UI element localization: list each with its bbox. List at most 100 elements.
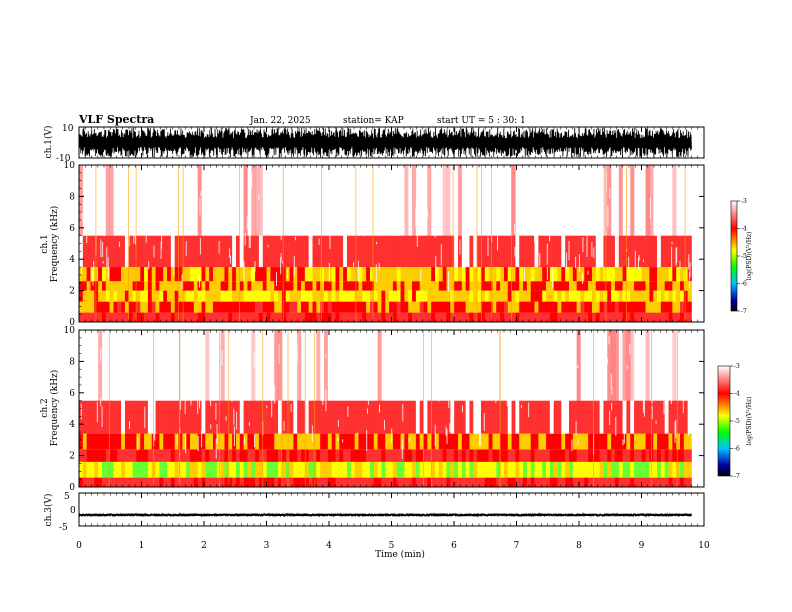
spectrogram-cell: [316, 312, 321, 322]
spectrogram-cell: [247, 477, 252, 487]
spectrogram-speckle: [415, 207, 417, 228]
spectrogram-cell: [251, 400, 256, 434]
spectrogram-cell: [266, 235, 271, 268]
spectrogram-cell: [649, 235, 654, 268]
spectrogram-cell: [297, 477, 302, 487]
spectrogram-cell: [477, 301, 482, 313]
spectrogram-cell: [235, 330, 241, 401]
spectrogram-cell: [186, 267, 191, 282]
spectrogram-cell: [492, 235, 497, 268]
colorbar-tick-label: -7: [734, 473, 740, 480]
spectrogram-cell: [634, 267, 639, 282]
spectrogram-cell: [304, 477, 309, 487]
ch2-colorbar-ticks: -3-4-5-6-7: [730, 363, 740, 480]
spectrogram-cell: [553, 281, 558, 291]
spectrogram-cell: [542, 461, 547, 478]
spectrogram-speckle: [211, 360, 213, 371]
spectrogram-speckle: [201, 429, 203, 448]
spectrogram-cell: [438, 461, 443, 478]
spectrogram-cell: [676, 235, 681, 268]
spectrogram-speckle: [611, 387, 613, 396]
ytick-label: 2: [69, 452, 75, 462]
spectrogram-cell: [584, 281, 589, 291]
spectrogram-cell: [676, 267, 681, 282]
spectrogram-cell: [98, 461, 103, 478]
spectrogram-cell: [626, 267, 631, 282]
spectrogram-cell: [86, 301, 91, 313]
spectrogram-cell: [553, 330, 558, 401]
spectrogram-speckle: [554, 198, 556, 216]
spectrogram-cell: [316, 461, 321, 478]
spectrogram-cell: [235, 400, 241, 434]
spectrogram-cell: [500, 400, 505, 434]
spectrogram-cell: [500, 433, 505, 450]
spectrogram-cell: [216, 165, 221, 236]
spectrogram-cell: [193, 165, 198, 236]
spectrogram-cell: [523, 281, 528, 291]
spectrogram-cell: [511, 267, 516, 282]
xtick-label: 6: [451, 541, 457, 551]
spectrogram-cell: [408, 449, 413, 462]
spectrogram-cell: [278, 449, 283, 462]
spectrogram-cell: [454, 477, 459, 487]
spectrogram-speckle: [462, 169, 463, 176]
spectrogram-cell: [523, 330, 528, 401]
spectrogram-cell: [595, 165, 600, 236]
spectrogram-cell: [415, 449, 421, 462]
spectrogram-speckle: [682, 165, 683, 183]
spectrogram-cell: [526, 477, 532, 487]
spectrogram-speckle: [300, 213, 302, 235]
spectrogram-speckle: [130, 221, 132, 228]
spectrogram-cell: [385, 235, 390, 268]
spectrogram-cell: [435, 433, 440, 450]
spectrogram-cell: [358, 235, 363, 268]
spectrogram-cell: [557, 400, 562, 434]
spectrogram-speckle: [375, 264, 377, 283]
spectrogram-speckle: [495, 381, 497, 403]
spectrogram-cell: [572, 290, 577, 302]
spectrogram-cell: [438, 400, 443, 434]
spectrogram-cell: [358, 312, 363, 322]
spectrogram-cell: [301, 312, 306, 322]
spectrogram-cell: [327, 433, 332, 450]
spectrogram-cell: [492, 281, 497, 291]
spectrogram-cell: [251, 301, 256, 313]
spectrogram-cell: [136, 267, 141, 282]
spectrogram-cell: [232, 165, 237, 236]
spectrogram-cell: [526, 235, 532, 268]
spectrogram-cell: [117, 477, 122, 487]
spectrogram-cell: [182, 235, 187, 268]
spectrogram-cell: [304, 433, 309, 450]
ch1-ytick-bottom: -10: [56, 154, 71, 164]
spectrogram-cell: [457, 461, 463, 478]
spectrogram-cell: [584, 290, 589, 302]
spectrogram-cell: [523, 477, 528, 487]
spectrogram-cell: [159, 290, 164, 302]
spectrogram-cell: [469, 433, 474, 450]
spectrogram-cell: [680, 433, 685, 450]
spectrogram-cell: [614, 461, 620, 478]
spectrogram-speckle: [181, 274, 183, 289]
spectrogram-cell: [228, 477, 233, 487]
spectrogram-speckle: [524, 191, 526, 209]
spectrogram-cell: [362, 400, 367, 434]
spectrogram-cell: [346, 267, 352, 282]
spectrogram-speckle: [290, 173, 292, 179]
spectrogram-cell: [404, 301, 409, 313]
spectrogram-cell: [595, 290, 600, 302]
spectrogram-cell: [293, 400, 298, 434]
spectrogram-cell: [588, 312, 593, 322]
spectrogram-cell: [630, 330, 635, 401]
spectrogram-cell: [193, 235, 198, 268]
spectrogram-cell: [170, 461, 176, 478]
spectrogram-cell: [243, 301, 248, 313]
spectrogram-cell: [419, 312, 424, 322]
spectrogram-cell: [523, 290, 528, 302]
spectrogram-cell: [641, 165, 646, 236]
spectrogram-cell: [174, 400, 179, 434]
spectrogram-speckle: [638, 254, 640, 261]
spectrogram-cell: [412, 235, 417, 268]
spectrogram-cell: [136, 235, 141, 268]
spectrogram-cell: [274, 461, 279, 478]
spectrogram-cell: [599, 477, 604, 487]
